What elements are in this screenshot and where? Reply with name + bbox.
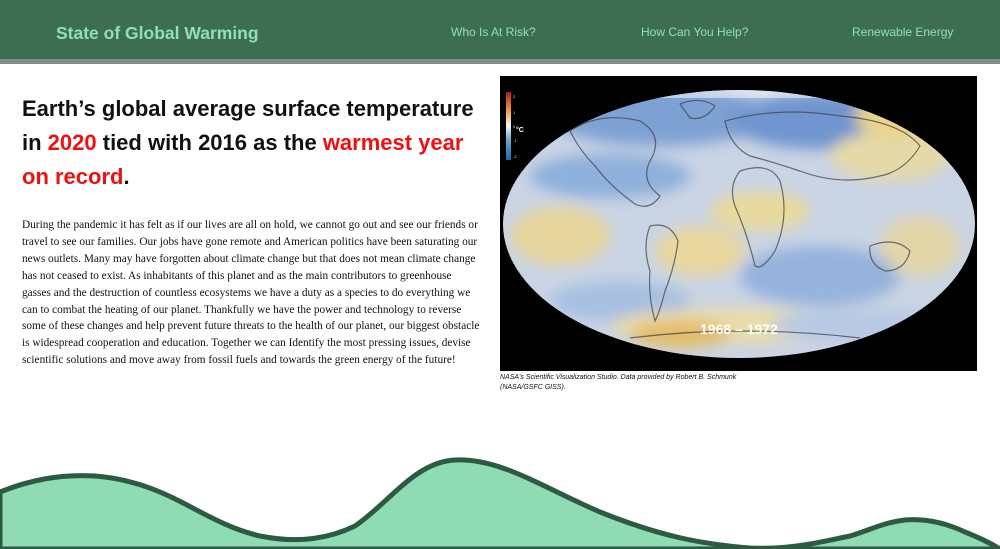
nav-link-who-is-at-risk[interactable]: Who Is At Risk?: [451, 25, 536, 39]
figure-caption: NASA's Scientific Visualization Studio. …: [500, 374, 737, 391]
headline-period: .: [123, 164, 130, 189]
legend-tick-neg2: -2: [513, 154, 517, 159]
headline-text-start: Earth’s global average surface temperatu…: [22, 96, 474, 155]
decorative-waves: [0, 457, 1000, 549]
navbar: State of Global Warming Who Is At Risk? …: [0, 0, 1000, 64]
legend-tick-0: 0: [513, 124, 516, 129]
site-title-link[interactable]: State of Global Warming: [56, 23, 259, 43]
headline-highlight: warmest year on record: [22, 130, 464, 189]
wave-shape: [0, 457, 1000, 549]
temperature-legend-icon: [506, 92, 511, 160]
world-map-image: 2 1 0 -1 -2 °C 1968 – 1972: [500, 76, 977, 371]
map-visual: 2 1 0 -1 -2 °C 1968 – 1972: [500, 76, 977, 371]
headline-text-middle: tied with 2016 as the: [96, 130, 323, 155]
legend-tick-1: 1: [513, 110, 516, 115]
page-headline: Earth’s global average surface temperatu…: [22, 92, 492, 194]
legend-tick-neg1: -1: [513, 138, 517, 143]
intro-paragraph: During the pandemic it has felt as if ou…: [22, 219, 480, 367]
legend-unit: °C: [516, 126, 524, 134]
temperature-map-figure: 2 1 0 -1 -2 °C 1968 – 1972: [500, 76, 977, 371]
legend-tick-2: 2: [513, 94, 516, 99]
headline-year: 2020: [47, 130, 97, 155]
year-range-label: 1968 – 1972: [700, 321, 778, 337]
nav-link-renewable-energy[interactable]: Renewable Energy: [852, 25, 954, 39]
nav-link-how-can-you-help[interactable]: How Can You Help?: [641, 25, 749, 39]
